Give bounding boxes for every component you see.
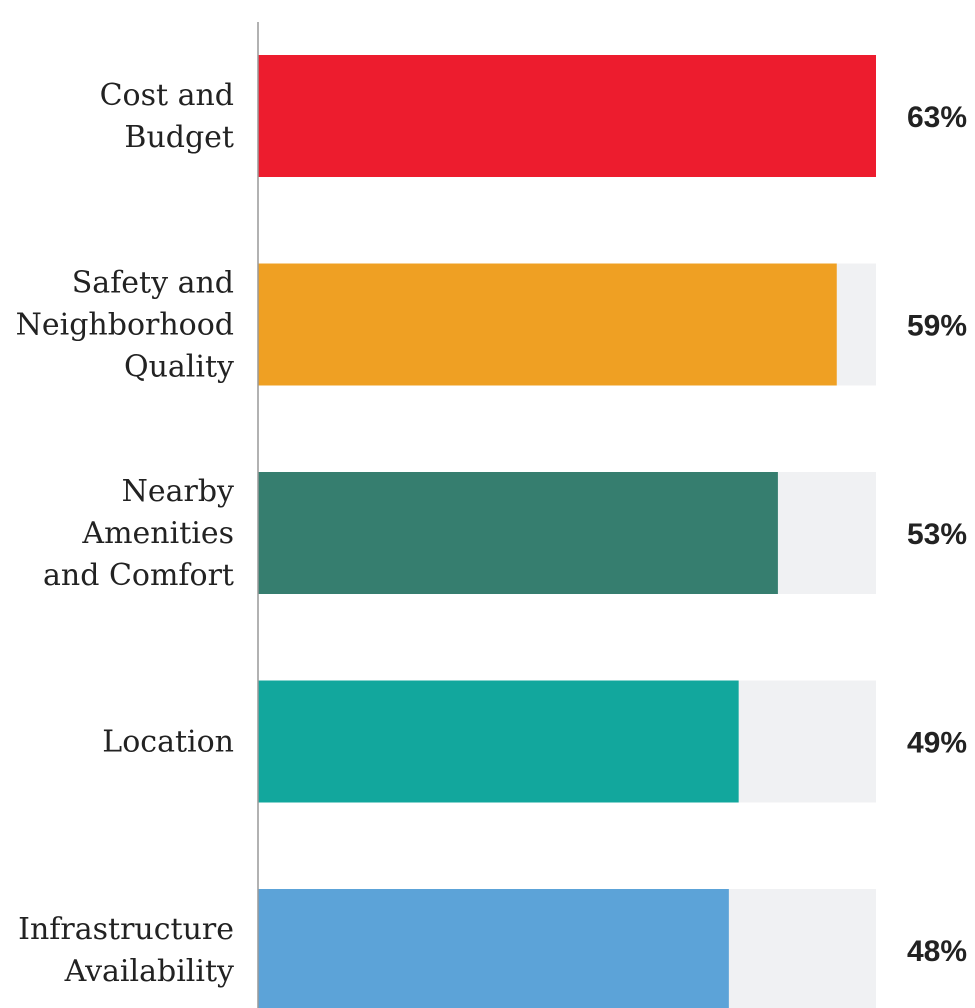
category-label-line: Amenities bbox=[81, 516, 234, 551]
category-label-line: Budget bbox=[124, 120, 234, 155]
category-label-line: Cost and bbox=[100, 78, 234, 113]
category-label: Location bbox=[102, 725, 234, 760]
bar bbox=[258, 263, 837, 386]
value-label: 49% bbox=[907, 727, 967, 760]
category-label-line: and Comfort bbox=[43, 558, 234, 593]
category-labels: Cost and Budget Safety and Neighborhood Qual… bbox=[16, 78, 234, 989]
category-label-line: Quality bbox=[124, 350, 234, 385]
bar bbox=[258, 680, 739, 803]
bar bbox=[258, 889, 729, 1008]
value-label: 59% bbox=[907, 310, 967, 343]
value-label: 53% bbox=[907, 518, 967, 551]
category-label-line: Infrastructure bbox=[18, 912, 234, 947]
bar bbox=[258, 55, 876, 177]
category-label: Infrastructure Availability bbox=[18, 912, 234, 989]
bars bbox=[258, 55, 876, 1008]
category-label: Nearby Amenities and Comfort bbox=[43, 474, 234, 593]
category-label-line: Location bbox=[102, 725, 234, 760]
category-label: Cost and Budget bbox=[100, 78, 234, 155]
bar bbox=[258, 472, 778, 594]
category-label: Safety and Neighborhood Quality bbox=[16, 266, 234, 385]
value-label: 48% bbox=[907, 935, 967, 968]
category-label-line: Availability bbox=[64, 954, 234, 989]
value-label: 63% bbox=[907, 101, 967, 134]
category-label-line: Neighborhood bbox=[16, 308, 234, 343]
value-labels: 63% 59% 53% 49% 48% bbox=[907, 101, 967, 968]
category-label-line: Safety and bbox=[72, 266, 234, 301]
category-label-line: Nearby bbox=[122, 474, 234, 509]
